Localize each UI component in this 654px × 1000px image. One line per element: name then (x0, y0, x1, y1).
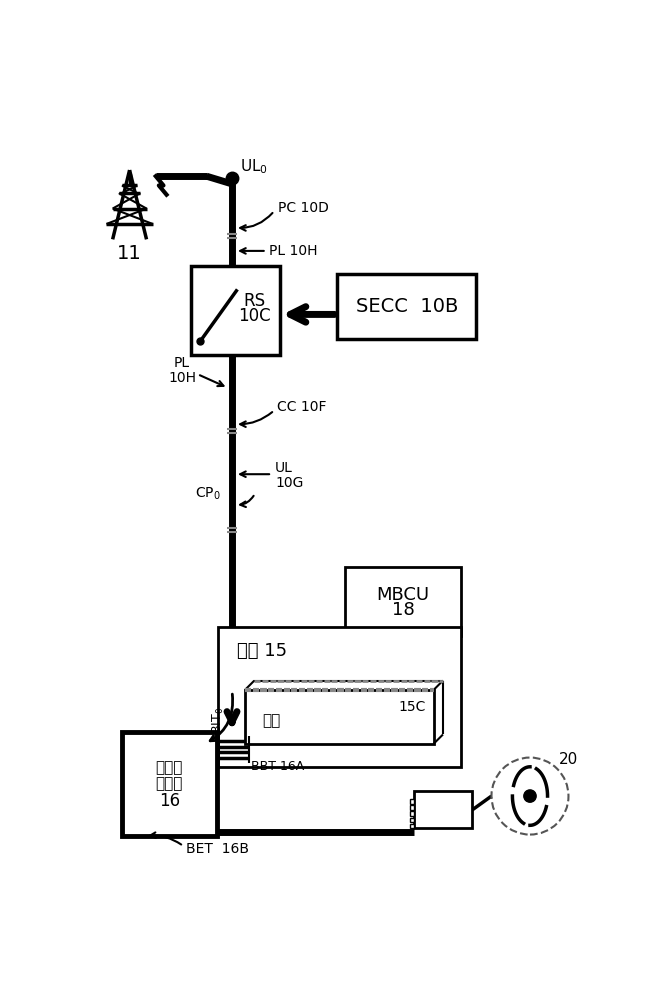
Text: BET  16B: BET 16B (186, 842, 249, 856)
Bar (410, 824, 415, 828)
Text: 单元: 单元 (262, 713, 281, 728)
Bar (218, 627, 460, 767)
Bar (410, 805, 415, 810)
Bar (345, 567, 460, 636)
Text: CP$_0$: CP$_0$ (195, 485, 220, 502)
Text: 继电器: 继电器 (156, 777, 183, 792)
Bar (410, 799, 415, 804)
Text: SECC  10B: SECC 10B (356, 297, 458, 316)
Bar (410, 818, 415, 822)
Bar (191, 266, 280, 355)
Text: PC 10D: PC 10D (278, 201, 329, 215)
Text: 汇流排: 汇流排 (156, 760, 183, 775)
Text: RS: RS (243, 292, 266, 310)
Text: 11: 11 (117, 244, 142, 263)
Bar (337, 274, 476, 339)
Text: BBT 16A: BBT 16A (251, 760, 305, 773)
Text: 19: 19 (434, 802, 453, 817)
Text: UL$_0$: UL$_0$ (240, 158, 267, 176)
Text: PL 10H: PL 10H (269, 244, 317, 258)
Bar (122, 732, 216, 836)
Bar (415, 791, 472, 828)
Text: UL: UL (275, 461, 293, 475)
Text: 10C: 10C (238, 307, 271, 325)
Bar (410, 811, 415, 816)
Text: 10G: 10G (275, 476, 303, 490)
Text: 电池 15: 电池 15 (237, 642, 288, 660)
Text: MBCU: MBCU (376, 586, 430, 604)
Text: 18: 18 (392, 601, 415, 619)
Text: 15C: 15C (399, 700, 426, 714)
Text: 10H: 10H (168, 371, 196, 385)
Text: 20: 20 (559, 752, 579, 767)
Text: CC 10F: CC 10F (277, 400, 326, 414)
Bar (245, 690, 434, 744)
Circle shape (524, 790, 536, 802)
Text: PL: PL (174, 356, 190, 370)
Text: BIT$_0$: BIT$_0$ (211, 707, 226, 734)
Text: 16: 16 (159, 792, 180, 810)
